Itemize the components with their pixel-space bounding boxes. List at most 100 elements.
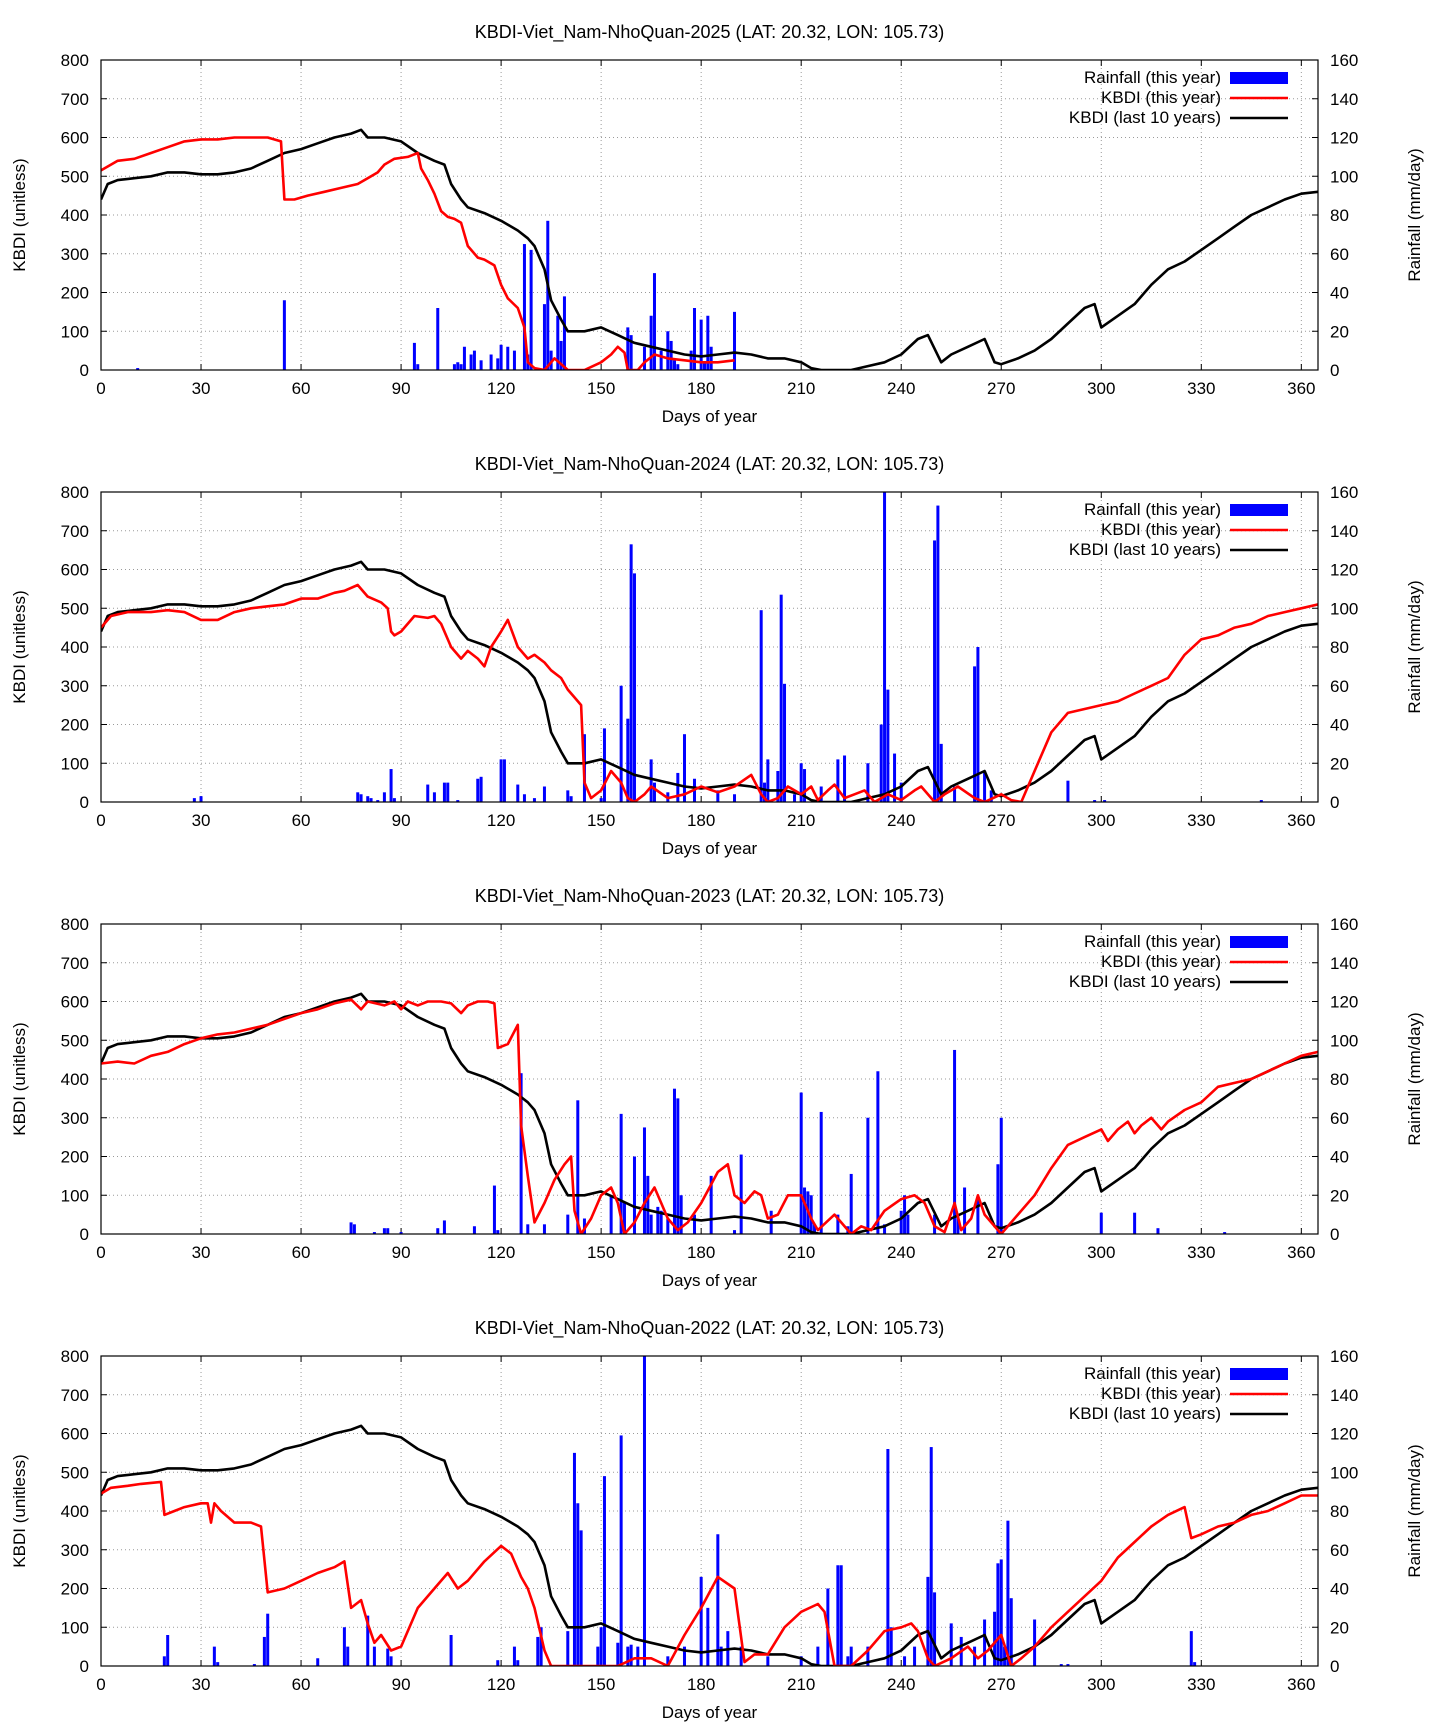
rainfall-bar	[622, 1203, 626, 1234]
rainfall-bar	[1099, 1212, 1103, 1234]
rainfall-bar	[476, 778, 480, 802]
y2-tick-label: 20	[1330, 322, 1349, 341]
y-tick-label: 600	[61, 1425, 89, 1444]
y2-axis-label: Rainfall (mm/day)	[1405, 580, 1424, 713]
y-tick-label: 100	[61, 1618, 89, 1637]
y2-tick-label: 60	[1330, 1109, 1349, 1128]
rainfall-bar	[282, 300, 286, 370]
rainfall-bar	[392, 798, 396, 802]
rainfall-bar	[619, 1113, 623, 1234]
rainfall-bar	[666, 1218, 670, 1234]
rainfall-bar	[426, 784, 430, 802]
y2-tick-label: 140	[1330, 90, 1358, 109]
rainfall-bar	[496, 358, 500, 370]
y2-tick-label: 0	[1330, 793, 1339, 812]
rainfall-bar	[569, 796, 573, 802]
y2-tick-label: 120	[1330, 1425, 1358, 1444]
rainfall-bar	[192, 798, 196, 802]
x-tick-label: 30	[192, 1243, 211, 1262]
rainfall-bar	[629, 335, 633, 370]
rainfall-bar	[542, 304, 546, 370]
x-tick-label: 240	[887, 1675, 915, 1694]
plot-area	[101, 128, 1318, 370]
rainfall-bar	[619, 1435, 623, 1666]
rainfall-bar	[816, 1646, 820, 1666]
rainfall-bar	[1259, 800, 1263, 802]
rainfall-bar	[963, 1187, 967, 1234]
chart-panel: KBDI-Viet_Nam-NhoQuan-2023 (LAT: 20.32, …	[10, 886, 1424, 1290]
rainfall-bar	[886, 689, 890, 802]
rainfall-bar	[469, 354, 473, 370]
y-tick-label: 200	[61, 1148, 89, 1167]
y-tick-label: 400	[61, 206, 89, 225]
legend-label: Rainfall (this year)	[1084, 500, 1221, 519]
y-tick-label: 600	[61, 561, 89, 580]
x-tick-label: 90	[392, 1675, 411, 1694]
rainfall-bar	[166, 1635, 170, 1666]
x-tick-label: 60	[292, 1675, 311, 1694]
rainfall-bar	[692, 308, 696, 370]
rainfall-bar	[559, 340, 563, 370]
rainfall-bar	[809, 1195, 813, 1234]
chart-title: KBDI-Viet_Nam-NhoQuan-2022 (LAT: 20.32, …	[475, 1318, 945, 1339]
rainfall-bar	[366, 1615, 370, 1666]
rainfall-bar	[1193, 1662, 1197, 1666]
rainfall-bar	[849, 1173, 853, 1234]
y2-tick-label: 100	[1330, 599, 1358, 618]
x-tick-label: 60	[292, 1243, 311, 1262]
kbdi-last10-line	[101, 560, 1318, 802]
rainfall-bar	[212, 1646, 216, 1666]
rainfall-bar	[993, 1611, 997, 1666]
plot-area	[101, 492, 1318, 802]
x-tick-label: 240	[887, 811, 915, 830]
rainfall-bar	[1189, 1631, 1193, 1666]
rainfall-bar	[836, 1214, 840, 1234]
rainfall-bar	[416, 364, 420, 370]
x-tick-label: 150	[587, 1243, 615, 1262]
rainfall-bar	[803, 769, 807, 802]
rainfall-bar	[496, 1660, 500, 1666]
x-tick-label: 300	[1087, 379, 1115, 398]
y2-tick-label: 100	[1330, 1463, 1358, 1482]
y-axis-label: KBDI (unitless)	[10, 158, 29, 271]
rainfall-bar	[699, 319, 703, 370]
rainfall-bar	[512, 1646, 516, 1666]
y-tick-label: 100	[61, 1186, 89, 1205]
kbdi-this-year-line	[101, 1480, 1318, 1666]
plot-frame	[100, 491, 1319, 803]
rainfall-bar	[659, 1210, 663, 1234]
rainfall-bar	[616, 1642, 620, 1666]
x-axis-label: Days of year	[662, 1271, 758, 1290]
x-tick-label: 0	[96, 379, 105, 398]
x-tick-label: 210	[787, 811, 815, 830]
rainfall-bar	[516, 784, 520, 802]
rainfall-bar	[976, 647, 980, 802]
rainfall-bar	[819, 1111, 823, 1234]
rainfall-bar	[953, 1049, 957, 1234]
y2-tick-label: 140	[1330, 1386, 1358, 1405]
rainfall-bar	[1006, 1520, 1010, 1666]
rainfall-bar	[706, 1607, 710, 1666]
rainfall-bar	[799, 1656, 803, 1666]
rainfall-bar	[526, 1224, 530, 1234]
rainfall-bar	[799, 763, 803, 802]
rainfall-bar	[899, 782, 903, 802]
y2-tick-label: 0	[1330, 361, 1339, 380]
legend-swatch-rainfall	[1230, 504, 1288, 516]
rainfall-bar	[599, 798, 603, 802]
rainfall-bar	[682, 734, 686, 802]
rainfall-bar	[626, 718, 630, 802]
y-tick-label: 800	[61, 1347, 89, 1366]
y-tick-label: 800	[61, 915, 89, 934]
rainfall-bar	[386, 1228, 390, 1234]
rainfall-bar	[783, 683, 787, 802]
rainfall-bar	[666, 1656, 670, 1666]
rainfall-bar	[629, 1644, 633, 1666]
chart-title: KBDI-Viet_Nam-NhoQuan-2023 (LAT: 20.32, …	[475, 886, 945, 907]
rainfall-bar	[709, 1175, 713, 1234]
rainfall-bar	[692, 1214, 696, 1234]
rainfall-bar	[879, 724, 883, 802]
chart-title: KBDI-Viet_Nam-NhoQuan-2024 (LAT: 20.32, …	[475, 454, 945, 475]
y2-axis-label: Rainfall (mm/day)	[1405, 1444, 1424, 1577]
y2-tick-label: 120	[1330, 561, 1358, 580]
